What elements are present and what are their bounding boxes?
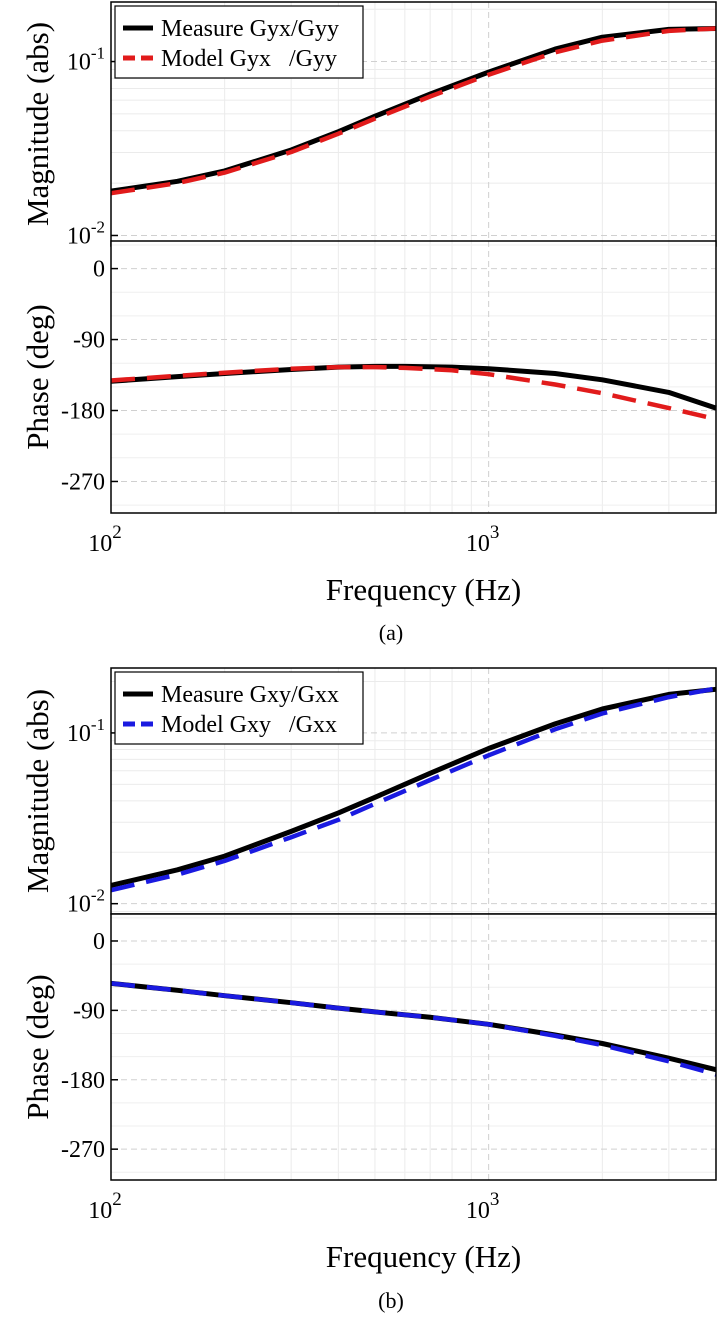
plot-area — [111, 241, 716, 513]
x-tick-label: 102 — [88, 1189, 122, 1224]
y-axis-label: Phase (deg) — [20, 304, 55, 449]
axes-frame — [110, 913, 717, 1181]
x-tick-base: 10 — [88, 531, 112, 557]
y-tick-label: -90 — [73, 328, 105, 354]
caption-a: (a) — [379, 620, 403, 645]
x-tick-base: 10 — [88, 1198, 112, 1224]
x-tick-label: 103 — [466, 522, 500, 557]
series-line-model — [110, 364, 717, 422]
y-axis-label: Magnitude (abs) — [20, 22, 55, 226]
y-axis-label: Phase (deg) — [20, 974, 55, 1119]
y-tick-label: 10-2 — [67, 217, 105, 249]
series-line-model — [110, 686, 717, 893]
x-tick-exponent: 2 — [112, 522, 122, 543]
x-tick-exponent: 3 — [490, 522, 500, 543]
series-line-model — [110, 981, 717, 1077]
x-tick-base: 10 — [466, 531, 490, 557]
y-tick-label: -180 — [61, 1068, 105, 1094]
y-tick-label: -270 — [61, 469, 105, 495]
y-tick-label: 10-1 — [67, 715, 105, 747]
y-tick-label: 10-2 — [67, 886, 105, 918]
y-tick-label: 10-1 — [67, 44, 105, 76]
y-tick-base: 10 — [67, 721, 91, 747]
y-tick-label: -90 — [73, 998, 105, 1024]
x-tick-label: 103 — [466, 1189, 500, 1224]
y-tick-label: 0 — [93, 929, 105, 955]
y-tick-exponent: -1 — [91, 44, 105, 63]
y-tick-base: 10 — [67, 223, 91, 249]
y-tick-base: 10 — [67, 50, 91, 76]
legend-label: Model Gxy /Gxx — [161, 712, 337, 738]
y-tick-exponent: -1 — [91, 715, 105, 734]
caption-b: (b) — [378, 1288, 404, 1313]
x-tick-exponent: 3 — [490, 1189, 500, 1210]
legend-label: Measure Gxy/Gxx — [161, 682, 339, 708]
y-axis-label: Magnitude (abs) — [20, 689, 55, 893]
legend-label: Measure Gyx/Gyy — [161, 16, 339, 42]
legend-box — [114, 5, 364, 79]
y-tick-label: -270 — [61, 1137, 105, 1163]
y-tick-label: -180 — [61, 399, 105, 425]
legend-label: Model Gyx /Gyy — [161, 46, 337, 72]
x-axis-label: Frequency (Hz) — [326, 1239, 521, 1274]
x-tick-label: 102 — [88, 522, 122, 557]
series-line-measure — [110, 686, 717, 888]
axes-frame — [110, 240, 717, 514]
x-axis-label: Frequency (Hz) — [326, 572, 521, 607]
y-tick-label: 0 — [93, 257, 105, 283]
y-tick-base: 10 — [67, 892, 91, 918]
x-tick-exponent: 2 — [112, 1189, 122, 1210]
y-tick-exponent: -2 — [91, 886, 105, 905]
series-line-model — [110, 26, 717, 196]
x-tick-base: 10 — [466, 1198, 490, 1224]
legend-box — [114, 671, 364, 745]
y-tick-exponent: -2 — [91, 217, 105, 236]
